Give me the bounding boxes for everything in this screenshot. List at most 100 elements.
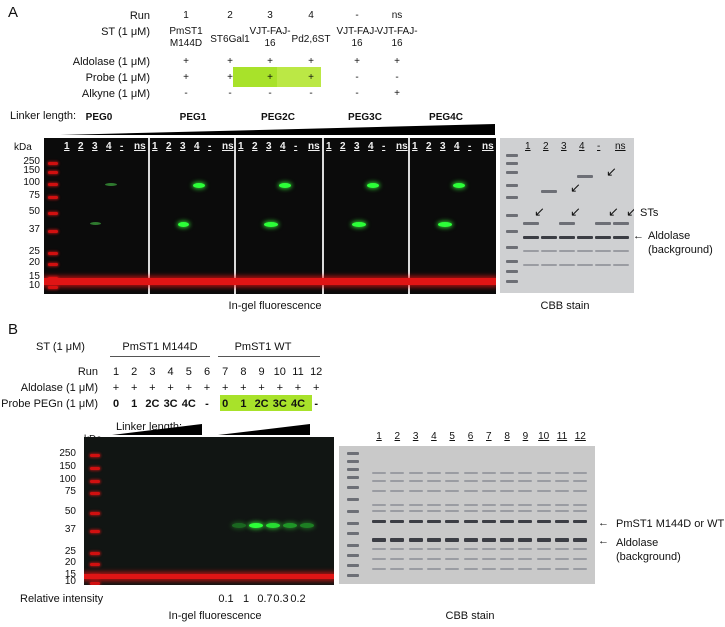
cbb-ladder-band: [347, 510, 359, 513]
cbb-band: [536, 548, 551, 550]
st-group-wt: PmST1 WT: [234, 341, 292, 353]
condition-cell: +: [227, 72, 233, 83]
marker-label: 10: [28, 280, 40, 291]
condition-cell: +: [183, 56, 189, 67]
lane-label: 1: [152, 141, 158, 152]
lane-label: ns: [396, 141, 408, 152]
run-row-label: Run: [77, 366, 98, 378]
cbb-st-band: [523, 222, 539, 225]
cbb-ladder-band: [347, 498, 359, 501]
probe-cell: 4C: [181, 398, 196, 410]
cbb-lane-label: 1: [376, 431, 382, 442]
ladder-band: [48, 286, 58, 289]
cbb-band: [426, 510, 441, 512]
probe-cell: 2C: [254, 398, 269, 410]
relative-intensity-label: Relative intensity: [20, 593, 104, 605]
ladder-band: [90, 467, 100, 470]
cbb-ladder-band: [506, 171, 518, 174]
cbb-aldolase-band: [445, 538, 460, 542]
condition-cell: +: [267, 72, 273, 83]
cbb-band: [577, 264, 593, 266]
run-cell: 5: [185, 366, 192, 378]
probe-highlight-run4: [277, 67, 321, 87]
lane-label: 3: [92, 141, 98, 152]
ladder-band: [48, 162, 58, 165]
cbb-band: [500, 472, 515, 474]
aldolase-cell: +: [221, 382, 229, 394]
ladder-band: [90, 454, 100, 457]
cbb-band: [390, 480, 405, 482]
cbb-band: [555, 568, 569, 570]
cbb-band: [573, 480, 588, 482]
ladder-band: [90, 552, 100, 555]
fluor-band: [249, 523, 263, 528]
condition-cell: VJT-FAJ- 16: [336, 26, 378, 49]
lane-label: 2: [426, 141, 432, 152]
cbb-ladder-band: [506, 196, 518, 199]
peg-label: PEG4C: [429, 112, 463, 123]
lane-label: -: [468, 141, 472, 152]
condition-row-label: Run: [129, 10, 150, 22]
cbb-aldolase-band: [518, 538, 533, 542]
gel-caption-b: In-gel fluorescence: [168, 610, 262, 622]
cbb-band: [573, 472, 588, 474]
probe-cell: 2C: [145, 398, 160, 410]
cbb-band: [518, 490, 533, 492]
st-arrow-icon: ↙: [570, 180, 581, 195]
cbb-ladder-band: [506, 214, 518, 217]
marker-label: 50: [28, 206, 40, 217]
cbb-band: [426, 480, 441, 482]
cbb-lane-label: 9: [522, 431, 529, 442]
marker-label: 150: [23, 165, 40, 176]
probe-row-label: Probe PEGn (1 μM): [1, 398, 98, 410]
cbb-band: [463, 548, 478, 550]
cbb-band: [463, 504, 478, 506]
cbb-band: [445, 490, 460, 492]
cbb-band: [559, 264, 575, 266]
fluor-band-run4: [105, 183, 117, 186]
panel-b-letter: B: [8, 321, 19, 338]
st-group-rule-wt: [218, 356, 320, 357]
probe-cell: -: [314, 398, 319, 410]
cbb-band: [518, 510, 533, 512]
cbb-band: [613, 250, 629, 252]
ladder-band: [90, 480, 100, 483]
lane-label: 4: [280, 141, 286, 152]
relative-intensity-value: 0.3: [273, 593, 289, 605]
cbb-aldolase-band: [555, 538, 569, 542]
condition-cell: 1: [183, 10, 189, 21]
cbb-lane-label: 3: [412, 431, 419, 442]
fluor-band-run3: [178, 222, 189, 227]
lane-label: 3: [354, 141, 360, 152]
cbb-aldolase-band: [573, 538, 588, 542]
cbb-band: [426, 490, 441, 492]
cbb-aldolase-band: [408, 538, 423, 542]
cbb-band: [573, 548, 588, 550]
aldolase-cell: +: [149, 382, 156, 394]
cbb-st-band: [445, 520, 460, 523]
cbb-ladder-band: [347, 452, 359, 455]
condition-cell: +: [308, 72, 314, 83]
cbb-band: [500, 490, 515, 492]
cbb-gel-a: ↙ ↙ ↙ ↙ ↙ ↙: [500, 138, 634, 293]
marker-label: 10: [64, 576, 76, 587]
lane-label: 3: [266, 141, 272, 152]
cbb-lane-label: 6: [467, 431, 474, 442]
cbb-lane-label: 2: [394, 431, 401, 442]
relative-intensity-value: 0.7: [257, 593, 273, 605]
cbb-band: [372, 490, 386, 492]
cbb-lane-label: 1: [525, 141, 531, 152]
aldolase-cell: +: [240, 382, 247, 394]
fluor-band-run4: [367, 183, 379, 188]
condition-row-label: Probe (1 μM): [85, 72, 150, 84]
linker-wedge-b-1: [112, 424, 202, 435]
ladder-band: [48, 171, 58, 174]
cbb-aldolase-band: [372, 538, 386, 542]
fluorescence-gel-a: 1 2 3 4- ns 1 2 3 4- ns 1 2 3 4- ns 1 2 3 4- ns 1 2 3 4- ns: [44, 138, 496, 294]
cbb-st-band: [555, 520, 569, 523]
aldolase-label-b-text: Aldolase (background): [616, 537, 681, 563]
aldolase-cell: +: [167, 382, 174, 394]
run-cell: 12: [310, 366, 323, 378]
cbb-band: [555, 548, 569, 550]
marker-label: 25: [64, 546, 76, 557]
